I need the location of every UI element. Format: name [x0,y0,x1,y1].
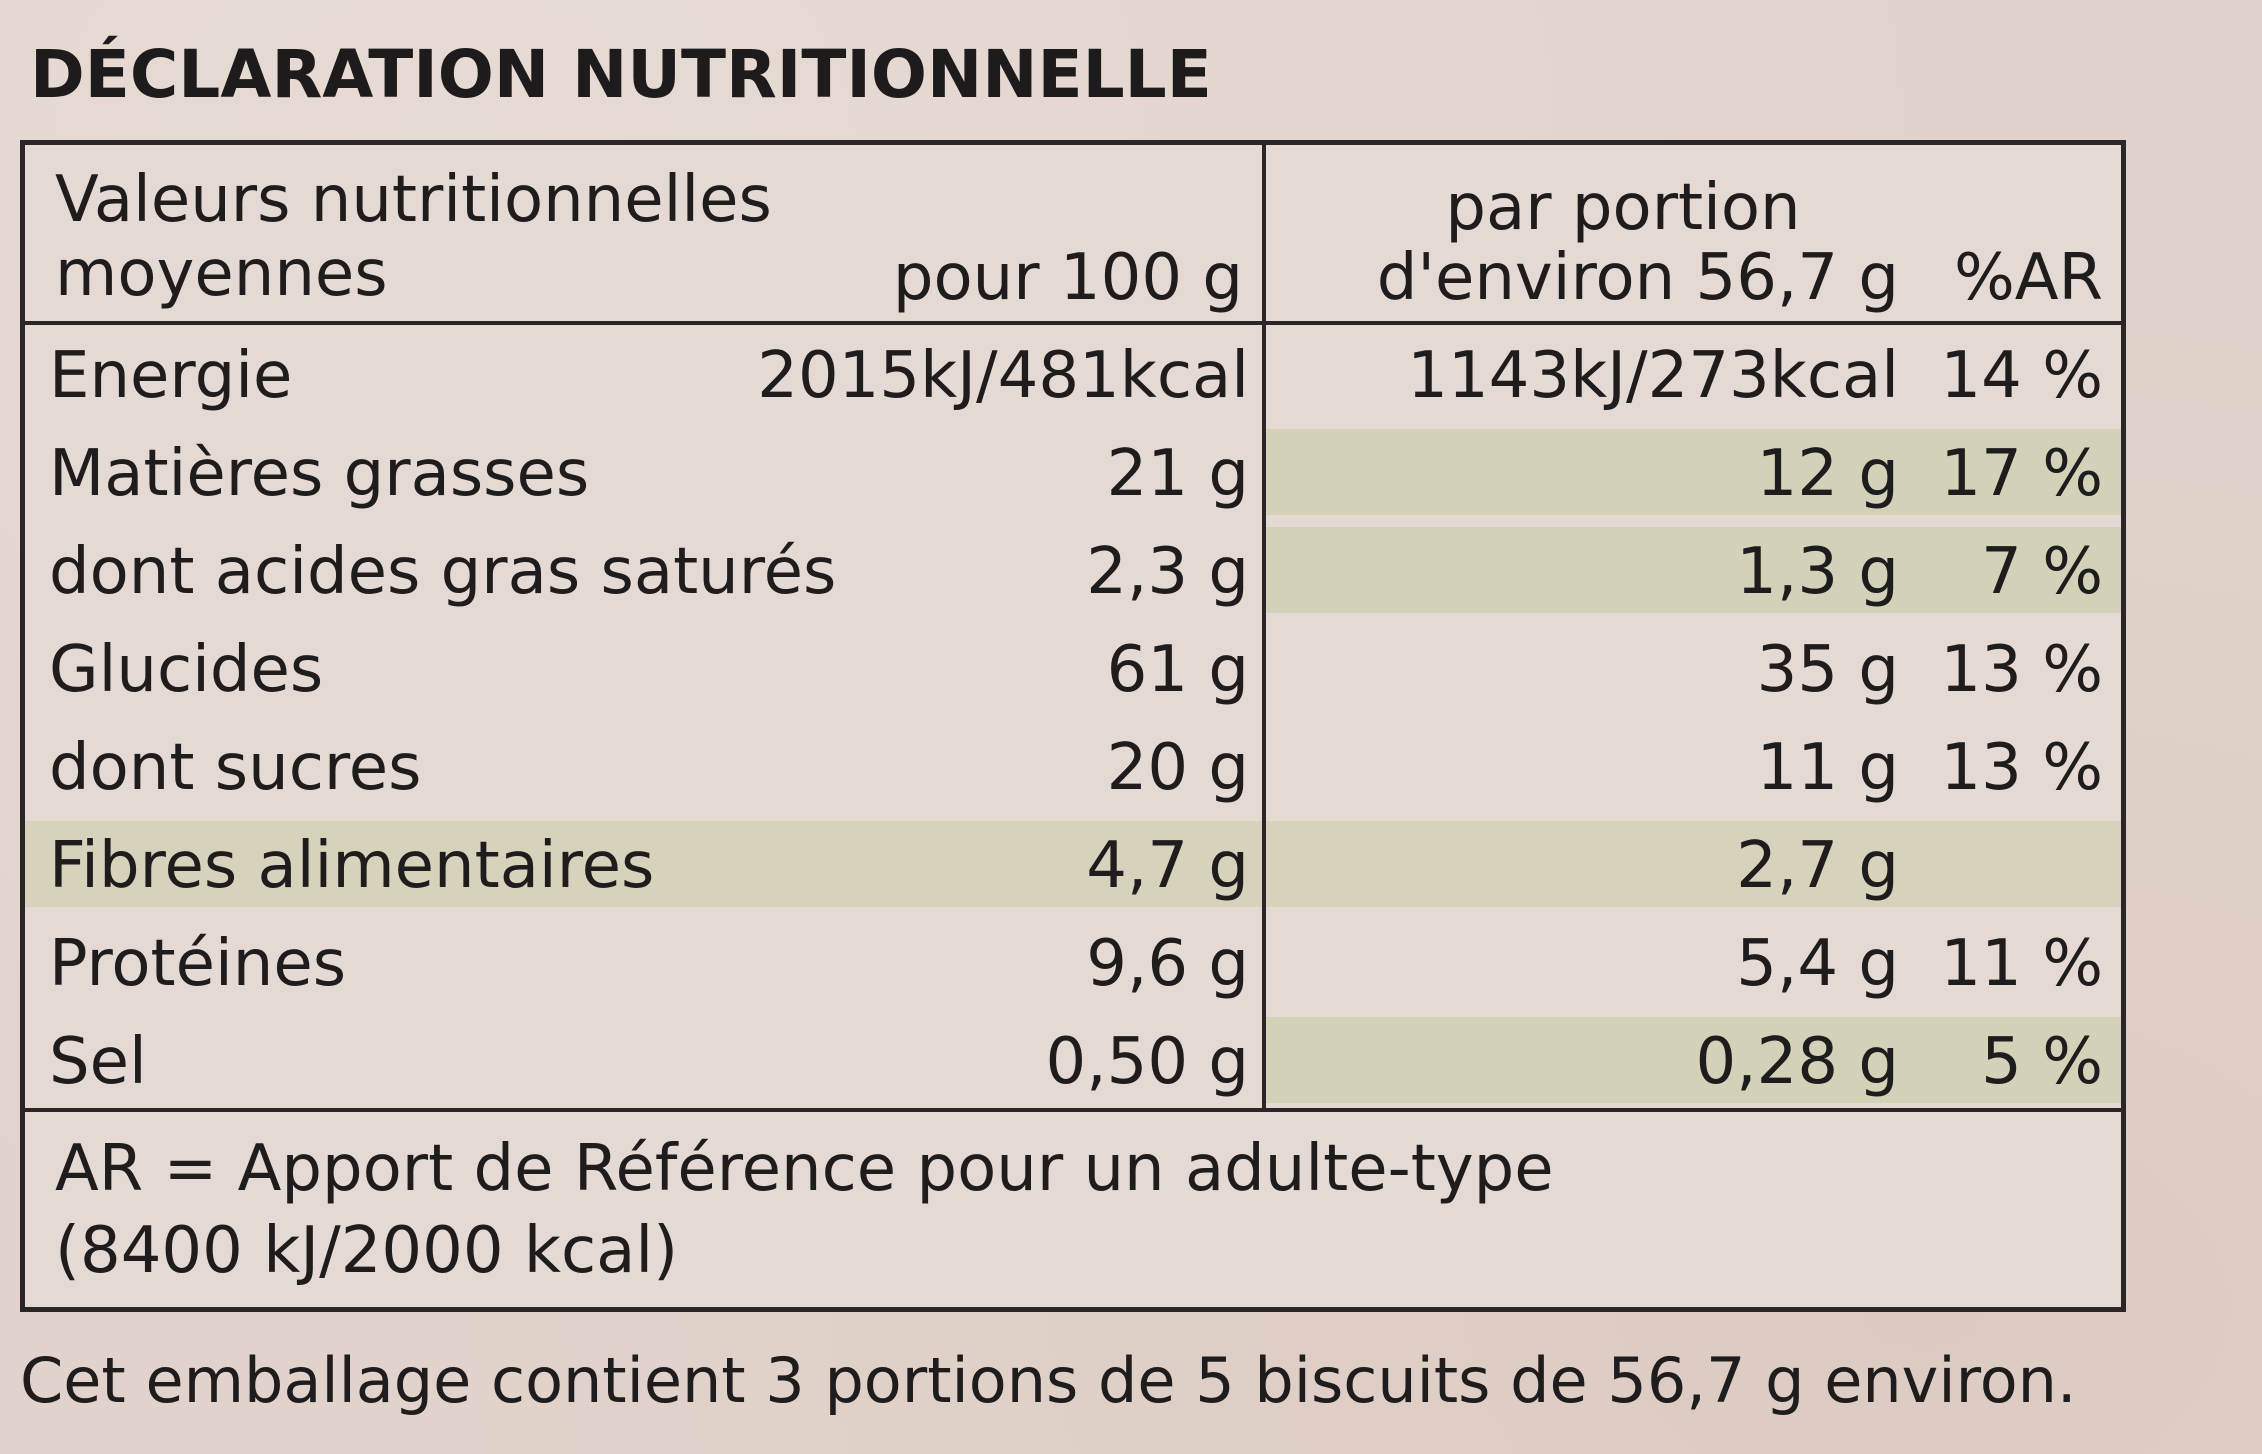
value-reference-intake: 13 % [1940,731,2103,805]
table-row: Energie 2015kJ/481kcal 1143kJ/273kcal 14 % [25,325,2121,423]
table-row: Sel 0,50 g 0,28 g 5 % [25,1011,2121,1109]
value-reference-intake: 13 % [1940,633,2103,707]
value-per-portion: 2,7 g [1736,829,1899,903]
header-per-portion-line2: d'environ 56,7 g [1376,241,1899,315]
nutrient-name: Glucides [49,633,324,707]
table-row: Glucides 61 g 35 g 13 % [25,619,2121,717]
nutrient-name: Fibres alimentaires [49,829,655,903]
nutrient-name: Energie [49,339,293,413]
header-per-portion-line1: par portion [1445,171,1801,245]
value-reference-intake: 17 % [1940,437,2103,511]
value-per-portion: 35 g [1756,633,1899,707]
value-per-100g: 20 g [1106,731,1249,805]
value-reference-intake: 14 % [1940,339,2103,413]
table-header: Valeurs nutritionnelles moyennes pour 10… [25,145,2121,325]
header-values-label-line1: Valeurs nutritionnelles [55,163,772,237]
table-row: dont acides gras saturés 2,3 g 1,3 g 7 % [25,521,2121,619]
header-values-label-line2: moyennes [55,237,388,311]
footnote-line2: (8400 kJ/2000 kcal) [55,1214,679,1288]
value-per-portion: 12 g [1756,437,1899,511]
table-row: Matières grasses 21 g 12 g 17 % [25,423,2121,521]
value-per-portion: 0,28 g [1695,1025,1899,1099]
package-portion-note: Cet emballage contient 3 portions de 5 b… [20,1344,2077,1417]
row-highlight-band [1266,429,2121,515]
nutrient-name: Matières grasses [49,437,590,511]
value-per-portion: 1143kJ/273kcal [1407,339,1899,413]
nutrition-table: Valeurs nutritionnelles moyennes pour 10… [20,140,2126,1312]
row-highlight-band [25,821,2121,907]
value-reference-intake: 5 % [1981,1025,2103,1099]
value-per-100g: 2015kJ/481kcal [757,339,1249,413]
value-per-portion: 11 g [1756,731,1899,805]
footnote-line1: AR = Apport de Référence pour un adulte-… [55,1132,1554,1206]
value-per-100g: 4,7 g [1086,829,1249,903]
row-highlight-band [1266,527,2121,613]
value-per-100g: 9,6 g [1086,927,1249,1001]
header-reference-intake: %AR [1953,241,2103,315]
value-per-portion: 1,3 g [1736,535,1899,609]
label-title: DÉCLARATION NUTRITIONNELLE [30,36,1212,113]
value-per-100g: 21 g [1106,437,1249,511]
value-reference-intake: 7 % [1981,535,2103,609]
value-per-100g: 0,50 g [1045,1025,1249,1099]
value-reference-intake: 11 % [1940,927,2103,1001]
table-body: Energie 2015kJ/481kcal 1143kJ/273kcal 14 % M… [25,325,2121,1109]
nutrient-name: dont acides gras saturés [49,535,837,609]
table-row: Protéines 9,6 g 5,4 g 11 % [25,913,2121,1011]
nutrient-name: Sel [49,1025,147,1099]
value-per-100g: 2,3 g [1086,535,1249,609]
header-per-100g: pour 100 g [892,241,1243,315]
nutrient-name: dont sucres [49,731,422,805]
value-per-100g: 61 g [1106,633,1249,707]
table-row: dont sucres 20 g 11 g 13 % [25,717,2121,815]
nutrient-name: Protéines [49,927,347,1001]
value-per-portion: 5,4 g [1736,927,1899,1001]
column-divider [1262,145,1266,1112]
reference-intake-footnote: AR = Apport de Référence pour un adulte-… [25,1108,2121,1308]
table-row: Fibres alimentaires 4,7 g 2,7 g [25,815,2121,913]
row-highlight-band [1266,1017,2121,1103]
